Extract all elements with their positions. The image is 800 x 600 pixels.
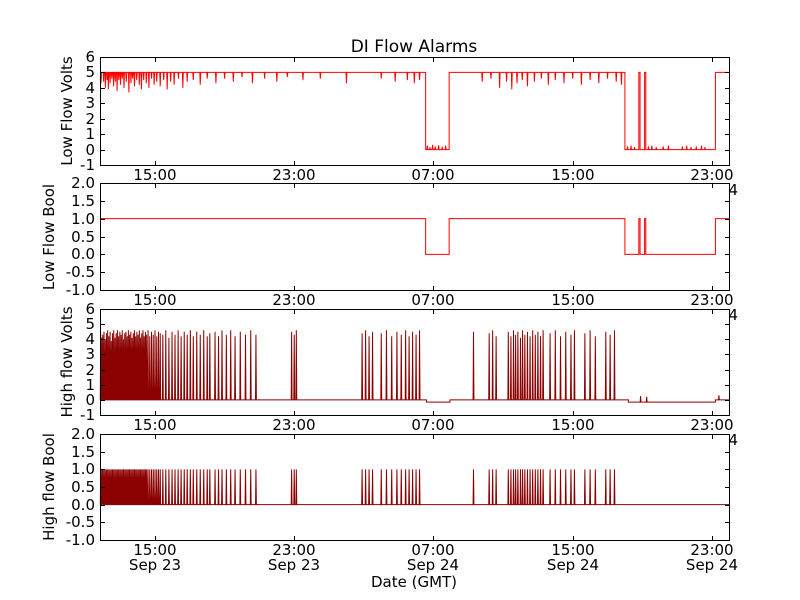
series-line-low-flow-volts — [100, 71, 729, 151]
series-line-low-flow-bool — [100, 218, 729, 255]
series-line-high-flow-volts — [99, 330, 729, 403]
axes-background-high-flow-bool — [100, 434, 729, 540]
axes-frame-low-flow-volts — [100, 57, 730, 166]
axes-background-low-flow-bool — [100, 183, 729, 290]
axes-background-high-flow-volts — [100, 309, 729, 415]
axes-frame-high-flow-volts — [100, 309, 730, 416]
series-line-high-flow-bool — [99, 469, 729, 506]
axes-frame-high-flow-bool — [100, 434, 730, 541]
axes-frame-low-flow-bool — [100, 183, 730, 291]
